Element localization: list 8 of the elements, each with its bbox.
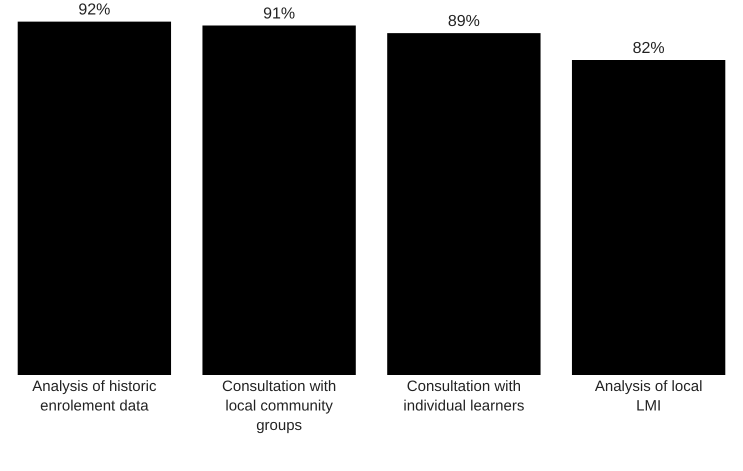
x-tick-label: Consultation with individual learners	[403, 378, 524, 414]
data-label: 92%	[78, 2, 110, 19]
data-label: 82%	[632, 40, 665, 58]
data-label: 89%	[448, 13, 480, 30]
data-label: 91%	[263, 5, 296, 22]
x-tick-label: Analysis of historic enrolement data	[32, 378, 157, 414]
x-tick-label: Consultation with local community groups	[222, 378, 336, 434]
x-tick-label: Analysis of local LMI	[594, 378, 702, 414]
